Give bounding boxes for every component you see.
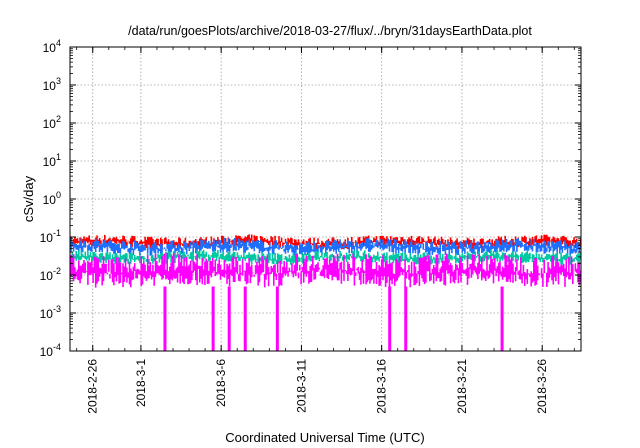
y-tick-exponent: 3 [56, 76, 61, 86]
y-tick-base: 10 [40, 231, 54, 245]
series-line-2 [70, 237, 582, 256]
y-tick-base: 10 [40, 307, 54, 321]
y-tick-base: 10 [40, 269, 54, 283]
y-tick-base: 10 [43, 117, 57, 131]
y-tick-label: 10-3 [40, 304, 61, 321]
y-tick-base: 10 [40, 345, 54, 359]
y-tick-base: 10 [43, 155, 57, 169]
y-tick-exponent: -4 [53, 342, 61, 352]
y-tick-label: 102 [43, 114, 61, 131]
y-tick-exponent: -3 [53, 304, 61, 314]
x-tick-label: 2018-3-21 [455, 359, 469, 414]
x-tick-label: 2018-3-16 [375, 359, 389, 414]
y-tick-label: 100 [43, 190, 61, 207]
y-tick-base: 10 [43, 41, 57, 55]
y-tick-label: 10-4 [40, 342, 61, 359]
x-tick-label: 2018-3-6 [214, 359, 228, 407]
y-tick-label: 10-2 [40, 266, 61, 283]
series-line-4 [70, 252, 582, 288]
x-tick-label: 2018-3-26 [535, 359, 549, 414]
y-tick-exponent: 4 [56, 38, 61, 48]
chart-title: /data/run/goesPlots/archive/2018-03-27/f… [128, 24, 532, 38]
series-layer [70, 234, 582, 351]
y-tick-label: 10-1 [40, 228, 61, 245]
y-tick-exponent: -2 [53, 266, 61, 276]
y-tick-exponent: -1 [53, 228, 61, 238]
y-tick-base: 10 [43, 193, 57, 207]
y-tick-exponent: 1 [56, 152, 61, 162]
x-tick-label: 2018-3-11 [294, 359, 308, 413]
x-tick-label: 2018-2-26 [86, 359, 100, 414]
x-tick-label: 2018-3-1 [134, 359, 148, 407]
x-tick-labels: 2018-2-26 2018-3-1 2018-3-6 2018-3-11 2018-3… [86, 359, 549, 414]
axis-ticks [70, 46, 581, 352]
y-tick-base: 10 [43, 79, 57, 93]
grid-lines [70, 47, 581, 351]
y-tick-label: 103 [43, 76, 61, 93]
y-axis-label: cSv/day [21, 175, 36, 222]
x-axis-label: Coordinated Universal Time (UTC) [225, 430, 424, 445]
y-tick-exponent: 2 [56, 114, 61, 124]
y-tick-exponent: 0 [56, 190, 61, 200]
y-tick-label: 101 [43, 152, 61, 169]
y-tick-label: 104 [43, 38, 61, 55]
